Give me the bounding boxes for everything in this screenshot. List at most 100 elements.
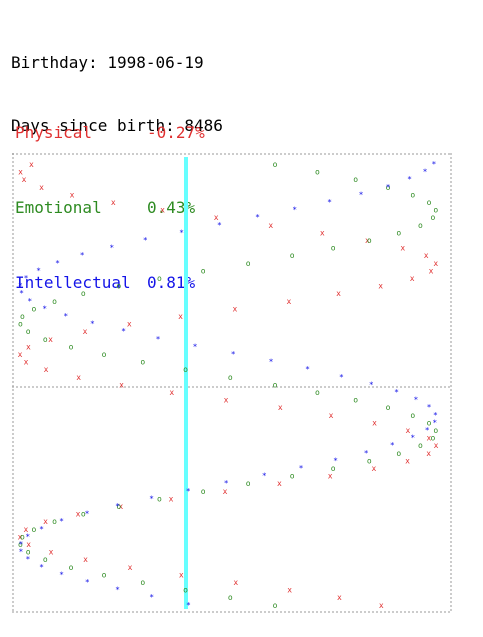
series-point: x xyxy=(365,236,370,245)
series-point: x xyxy=(378,282,383,291)
series-point: x xyxy=(320,228,325,237)
series-point: * xyxy=(149,494,154,503)
series-point: o xyxy=(157,274,162,283)
series-point: * xyxy=(390,441,395,450)
series-point: o xyxy=(140,358,145,367)
series-point: o xyxy=(201,487,206,496)
series-point: o xyxy=(140,578,145,587)
series-point: o xyxy=(315,388,320,397)
series-point: x xyxy=(119,380,124,389)
series-point: * xyxy=(217,221,222,230)
series-point: x xyxy=(277,479,282,488)
series-point: * xyxy=(262,472,267,481)
series-point: x xyxy=(23,525,28,534)
series-point: x xyxy=(26,342,31,351)
series-point: * xyxy=(433,411,438,420)
series-point: o xyxy=(116,282,121,291)
series-point: o xyxy=(69,342,74,351)
series-point: o xyxy=(396,449,401,458)
series-point: o xyxy=(418,441,423,450)
series-point: o xyxy=(18,320,23,329)
cycle-name: Physical xyxy=(15,123,93,142)
series-point: o xyxy=(386,183,391,192)
cycle-list: Physical -0.27% Emotional 0.43% Intellectu… xyxy=(15,70,205,320)
series-point: o xyxy=(418,221,423,230)
series-point: * xyxy=(410,434,415,443)
series-point: * xyxy=(25,532,30,541)
series-point: * xyxy=(59,517,64,526)
series-point: o xyxy=(367,456,372,465)
series-point: * xyxy=(369,380,374,389)
series-point: o xyxy=(102,350,107,359)
series-point: x xyxy=(44,365,49,374)
series-point: x xyxy=(434,441,439,450)
series-point: x xyxy=(328,472,333,481)
series-point: * xyxy=(63,312,68,321)
series-point: * xyxy=(333,456,338,465)
birthday-label: Birthday: xyxy=(11,53,98,72)
series-physical: xxxxxxxxxxxxxxxxxxxxxxxxxxxxxxxxxxxxxxxx… xyxy=(18,160,439,610)
series-point: o xyxy=(31,304,36,313)
series-point: o xyxy=(157,494,162,503)
series-point: o xyxy=(228,593,233,602)
series-point: o xyxy=(31,525,36,534)
series-point: * xyxy=(115,586,120,595)
series-point: o xyxy=(290,251,295,260)
series-point: * xyxy=(255,213,260,222)
cycle-physical: Physical -0.27% xyxy=(15,120,205,145)
series-point: x xyxy=(372,418,377,427)
days-value: 8486 xyxy=(184,116,223,135)
series-point: x xyxy=(49,548,54,557)
series-point: * xyxy=(299,464,304,473)
series-point: * xyxy=(386,183,391,192)
series-point: * xyxy=(425,426,430,435)
series-point: * xyxy=(407,175,412,184)
series-point: x xyxy=(18,168,23,177)
series-point: * xyxy=(269,358,274,367)
series-point: o xyxy=(353,175,358,184)
series-point: x xyxy=(426,449,431,458)
series-point: x xyxy=(278,403,283,412)
series-point: o xyxy=(52,517,57,526)
series-point: * xyxy=(27,297,32,306)
series-point: x xyxy=(26,540,31,549)
series-point: o xyxy=(116,502,121,511)
series-point: * xyxy=(85,578,90,587)
series-point: x xyxy=(29,160,34,169)
series-point: o xyxy=(410,411,415,420)
days-since-birth-line: Days since birth: 8486 xyxy=(11,115,223,136)
series-point: * xyxy=(36,266,41,275)
series-point: * xyxy=(121,327,126,336)
series-point: * xyxy=(18,282,23,291)
series-point: x xyxy=(22,175,27,184)
series-point: * xyxy=(305,365,310,374)
series-point: o xyxy=(201,266,206,275)
series-point: x xyxy=(336,289,341,298)
cycle-name: Intellectual xyxy=(15,273,131,292)
series-point: * xyxy=(59,570,64,579)
series-point: * xyxy=(19,289,24,298)
series-point: o xyxy=(331,464,336,473)
header: Birthday: 1998-06-19 Days since birth: 8… xyxy=(11,10,223,157)
series-point: o xyxy=(69,563,74,572)
series-point: o xyxy=(183,365,188,374)
series-point: o xyxy=(43,335,48,344)
series-point: * xyxy=(156,335,161,344)
series-point: x xyxy=(371,464,376,473)
series-point: x xyxy=(329,411,334,420)
series-point: * xyxy=(85,510,90,519)
days-label: Days since birth: xyxy=(11,116,175,135)
series-point: x xyxy=(429,266,434,275)
series-point: x xyxy=(268,221,273,230)
series-point: o xyxy=(81,510,86,519)
series-point: * xyxy=(432,418,437,427)
series-point: o xyxy=(367,236,372,245)
series-point: o xyxy=(183,586,188,595)
series-point: o xyxy=(430,434,435,443)
series-point: x xyxy=(128,563,133,572)
series-point: * xyxy=(193,342,198,351)
series-point: o xyxy=(81,289,86,298)
series-point: x xyxy=(83,555,88,564)
series-point: * xyxy=(115,502,120,511)
series-point: x xyxy=(337,593,342,602)
